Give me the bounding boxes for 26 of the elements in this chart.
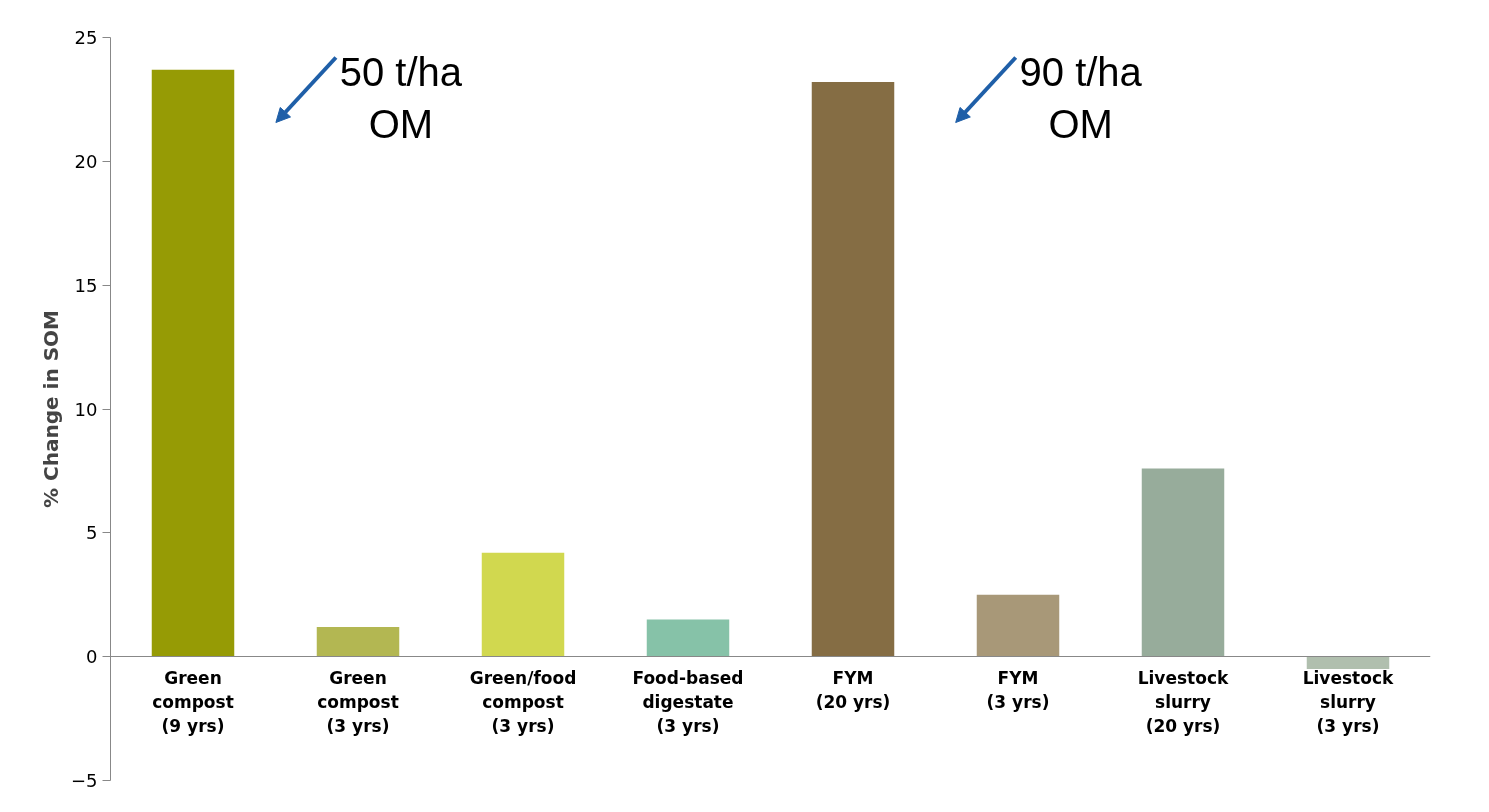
y-tick-label: 15 (74, 274, 98, 296)
y-tick-label: 0 (86, 646, 98, 668)
x-tick-label: FYM (3 yrs) (986, 667, 1050, 712)
bar (1141, 468, 1225, 657)
x-tick-label: Green compost (3 yrs) (317, 667, 399, 736)
y-tick-label: 10 (74, 398, 98, 420)
y-tick-label: 25 (74, 27, 98, 48)
y-tick-label: 5 (86, 522, 98, 544)
y-axis-title: % Change in SOM (38, 310, 63, 508)
bar (1306, 656, 1390, 670)
bar (646, 619, 730, 657)
bar (976, 594, 1060, 657)
bar (151, 69, 235, 657)
x-tick-label: Green compost (9 yrs) (152, 667, 234, 736)
bar (481, 552, 565, 657)
y-tick-label: 20 (74, 150, 98, 172)
annotation: 90 t/ha OM (1019, 49, 1143, 147)
x-tick-label: Livestock slurry (20 yrs) (1137, 667, 1229, 736)
x-tick-label: Green/food compost (3 yrs) (469, 667, 577, 736)
x-tick-label: FYM (20 yrs) (815, 667, 891, 712)
bar (811, 82, 895, 657)
x-tick-label: Livestock slurry (3 yrs) (1302, 667, 1394, 736)
x-tick-label: Food-based digestate (3 yrs) (632, 667, 744, 736)
annotation: 50 t/ha OM (339, 49, 463, 147)
y-tick-label: −5 (70, 770, 98, 791)
bar (316, 626, 400, 657)
